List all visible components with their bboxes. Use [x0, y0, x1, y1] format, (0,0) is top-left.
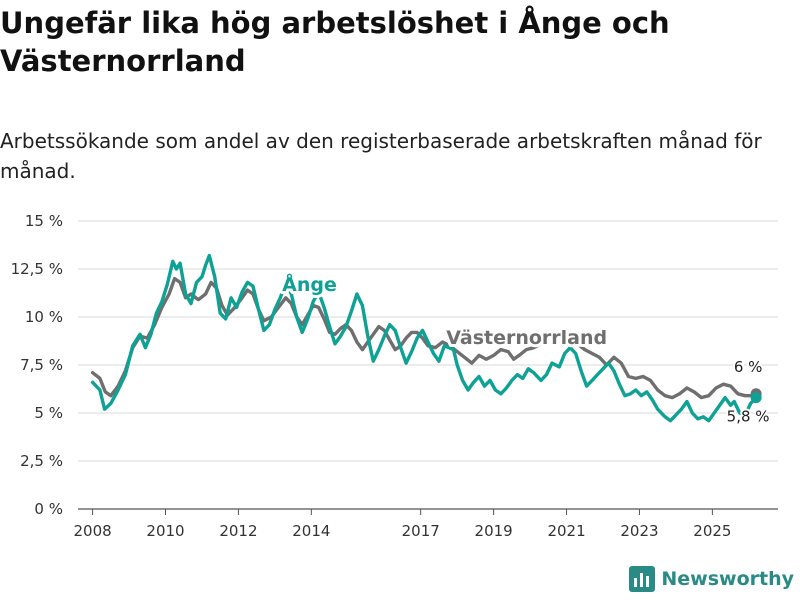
- newsworthy-icon: [629, 566, 656, 592]
- chart-subtitle: Arbetssökande som andel av den registerb…: [0, 129, 762, 183]
- series-label-ange: Ånge: [282, 272, 337, 296]
- end-value-label-vasternorrland: 6 %: [734, 358, 763, 376]
- series-lines: [90, 253, 762, 423]
- x-tick-label: 2014: [292, 522, 330, 540]
- chart-title: Ungefär lika hög arbetslöshet i Ånge och…: [0, 6, 670, 78]
- y-tick-label: 2,5 %: [20, 452, 63, 470]
- x-tick-label: 2017: [402, 522, 440, 540]
- series-end-point-ange: [750, 392, 762, 404]
- x-tick-label: 2025: [693, 522, 731, 540]
- x-tick-label: 2008: [73, 522, 111, 540]
- y-tick-label: 5 %: [34, 404, 63, 422]
- x-axis: 2008 2010 2012 2014 2017 2019 2021 2023 2025: [73, 509, 731, 540]
- series-line-ange: [90, 253, 758, 423]
- y-tick-label: 12,5 %: [11, 260, 63, 278]
- series-labels: Västernorrland 6 % Ånge 5,8 %: [279, 269, 771, 428]
- y-axis: 0 % 2,5 % 5 % 7,5 % 10 % 12,5 % 15 %: [11, 212, 63, 518]
- end-value-label-ange: 5,8 %: [727, 408, 770, 426]
- x-tick-label: 2019: [475, 522, 513, 540]
- series-label-vasternorrland: Västernorrland: [446, 327, 607, 349]
- brand-name: Newsworthy: [661, 568, 794, 590]
- y-tick-label: 10 %: [25, 308, 63, 326]
- x-tick-label: 2021: [547, 522, 585, 540]
- y-tick-label: 7,5 %: [20, 356, 63, 374]
- gridlines: [78, 220, 778, 510]
- y-tick-label: 15 %: [25, 212, 63, 230]
- x-tick-label: 2012: [219, 522, 257, 540]
- brand-logo: Newsworthy: [629, 566, 794, 592]
- x-tick-label: 2010: [146, 522, 184, 540]
- y-tick-label: 0 %: [34, 500, 63, 518]
- x-tick-label: 2023: [620, 522, 658, 540]
